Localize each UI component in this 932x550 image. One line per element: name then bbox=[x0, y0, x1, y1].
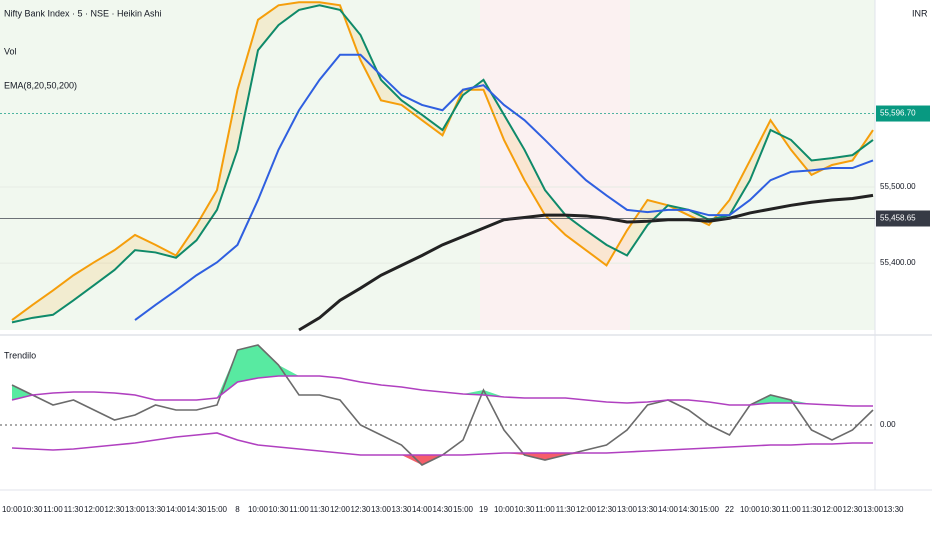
price-label: 55,458.65 bbox=[880, 214, 916, 223]
x-tick-label: 11:30 bbox=[64, 505, 84, 514]
ema-fill bbox=[627, 199, 648, 256]
ema-fill bbox=[135, 234, 156, 253]
overbought-fill bbox=[237, 345, 258, 382]
price-pane bbox=[0, 0, 875, 330]
x-tick-label: 12:00 bbox=[576, 505, 597, 514]
x-tick-label: 11:00 bbox=[535, 505, 555, 514]
x-tick-label: 8 bbox=[235, 505, 240, 514]
oscillator-pane bbox=[0, 340, 875, 490]
ema-fill bbox=[114, 234, 135, 270]
ema-fill bbox=[504, 114, 525, 181]
x-tick-label: 10:30 bbox=[760, 505, 781, 514]
ema-fill bbox=[94, 250, 115, 286]
ema-fill bbox=[196, 190, 217, 241]
x-tick-label: 14:30 bbox=[432, 505, 453, 514]
currency-label: INR bbox=[912, 8, 928, 18]
ema-fill bbox=[237, 19, 258, 150]
x-tick-label: 10:00 bbox=[248, 505, 269, 514]
x-tick-label: 10:00 bbox=[740, 505, 761, 514]
price-label-box bbox=[876, 105, 930, 122]
x-tick-label: 10:00 bbox=[2, 505, 23, 514]
ema-fill bbox=[586, 230, 607, 266]
series-line bbox=[11, 1, 874, 321]
y-tick-label: 55,400.00 bbox=[880, 258, 916, 267]
x-tick-label: 15:00 bbox=[207, 505, 228, 514]
x-tick-label: 13:00 bbox=[125, 505, 146, 514]
x-tick-label: 14:30 bbox=[678, 505, 699, 514]
x-tick-label: 13:30 bbox=[391, 505, 412, 514]
x-tick-label: 12:30 bbox=[842, 505, 863, 514]
indicator-label: EMA(8,20,50,200) bbox=[4, 80, 77, 90]
ema-fill bbox=[565, 215, 586, 251]
volume-label: Vol bbox=[4, 46, 17, 56]
ema-fill bbox=[360, 34, 381, 101]
x-tick-label: 14:00 bbox=[412, 505, 433, 514]
x-tick-label: 14:00 bbox=[166, 505, 187, 514]
x-tick-label: 13:30 bbox=[637, 505, 658, 514]
x-tick-label: 10:30 bbox=[514, 505, 535, 514]
ema-fill bbox=[729, 160, 750, 216]
x-tick-label: 13:00 bbox=[617, 505, 638, 514]
ema-fill bbox=[32, 290, 53, 318]
series-line bbox=[11, 375, 873, 407]
x-tick-label: 11:30 bbox=[310, 505, 330, 514]
y-tick-label: 55,500.00 bbox=[880, 182, 916, 191]
x-tick-label: 13:30 bbox=[145, 505, 166, 514]
x-tick-label: 10:00 bbox=[494, 505, 515, 514]
x-tick-label: 19 bbox=[479, 505, 488, 514]
session-shade bbox=[480, 0, 630, 330]
x-tick-label: 11:00 bbox=[781, 505, 801, 514]
x-tick-label: 12:00 bbox=[822, 505, 843, 514]
series-line bbox=[11, 432, 873, 456]
oversold-fill bbox=[401, 455, 422, 465]
x-tick-label: 11:00 bbox=[289, 505, 309, 514]
overbought-fill bbox=[258, 345, 279, 378]
ema-fill bbox=[422, 114, 443, 136]
ema-fill bbox=[53, 275, 74, 315]
x-tick-label: 15:00 bbox=[699, 505, 720, 514]
ema-fill bbox=[545, 190, 566, 235]
x-tick-label: 14:00 bbox=[658, 505, 679, 514]
x-tick-label: 14:30 bbox=[186, 505, 207, 514]
x-tick-label: 11:30 bbox=[802, 505, 822, 514]
x-tick-label: 10:30 bbox=[268, 505, 289, 514]
series-line bbox=[298, 193, 874, 332]
ema-fill bbox=[524, 149, 545, 216]
x-tick-label: 13:30 bbox=[883, 505, 904, 514]
x-tick-label: 10:30 bbox=[22, 505, 43, 514]
price-label: 55,596.70 bbox=[880, 109, 916, 118]
ema-fill bbox=[73, 262, 94, 301]
x-tick-label: 13:00 bbox=[863, 505, 884, 514]
oscillator-title: Trendilo bbox=[4, 350, 36, 360]
chart-title: Nifty Bank Index · 5 · NSE · Heikin Ashi bbox=[4, 8, 162, 18]
price-label-box bbox=[876, 210, 930, 227]
x-tick-label: 12:30 bbox=[104, 505, 125, 514]
x-tick-label: 12:00 bbox=[330, 505, 351, 514]
x-tick-label: 12:30 bbox=[596, 505, 617, 514]
x-tick-label: 22 bbox=[725, 505, 734, 514]
x-tick-label: 15:00 bbox=[453, 505, 474, 514]
x-tick-label: 11:00 bbox=[43, 505, 63, 514]
series-line bbox=[134, 53, 874, 321]
x-tick-label: 12:30 bbox=[350, 505, 371, 514]
y-tick-label: 0.00 bbox=[880, 420, 896, 429]
ema-fill bbox=[791, 139, 812, 175]
x-tick-label: 11:30 bbox=[556, 505, 576, 514]
x-tick-label: 12:00 bbox=[84, 505, 105, 514]
ema-fill bbox=[278, 2, 299, 26]
x-tick-label: 13:00 bbox=[371, 505, 392, 514]
